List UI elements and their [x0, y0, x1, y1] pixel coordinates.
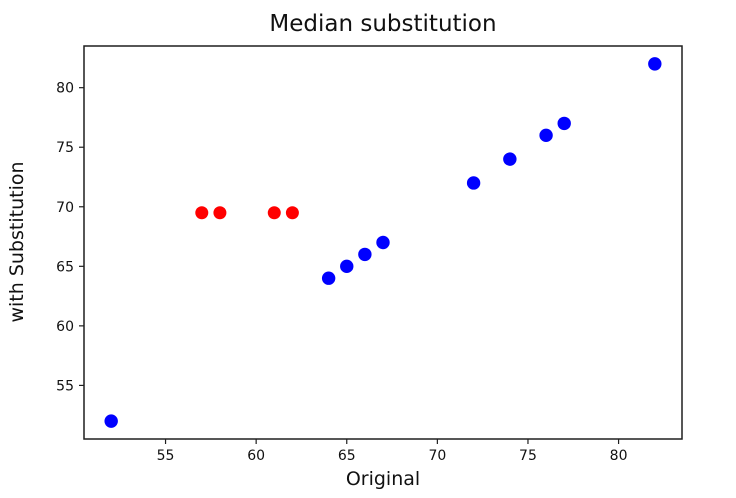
y-tick-label: 60	[56, 319, 74, 335]
x-tick-label: 55	[157, 448, 175, 464]
data-point-blue	[466, 176, 481, 190]
y-tick-label: 65	[56, 259, 74, 275]
y-tick-label: 70	[56, 200, 74, 216]
data-point-red	[285, 206, 299, 220]
data-point-blue	[539, 128, 553, 143]
data-point-blue	[358, 247, 372, 262]
chart-title: Median substitution	[269, 11, 497, 37]
y-axis-label: with Substitution	[6, 161, 28, 323]
y-tick-label: 55	[56, 378, 74, 394]
data-point-blue	[503, 152, 517, 166]
data-point-blue	[648, 57, 662, 71]
x-tick-label: 60	[247, 448, 265, 464]
data-point-red	[195, 206, 209, 220]
data-point-red	[267, 206, 281, 220]
x-tick-label: 80	[610, 448, 628, 464]
y-tick-label: 80	[56, 81, 74, 97]
y-tick-label: 75	[56, 140, 74, 156]
data-point-blue	[557, 116, 571, 131]
x-tick-label: 75	[519, 448, 537, 464]
x-axis-label: Original	[345, 468, 421, 490]
data-point-blue	[104, 414, 118, 428]
data-point-red	[213, 206, 227, 220]
plot-border	[83, 45, 683, 440]
x-tick-label: 70	[428, 448, 446, 464]
x-tick-label: 65	[338, 448, 356, 464]
data-point-blue	[340, 259, 354, 274]
data-point-blue	[376, 235, 390, 250]
data-point-blue	[321, 271, 336, 285]
